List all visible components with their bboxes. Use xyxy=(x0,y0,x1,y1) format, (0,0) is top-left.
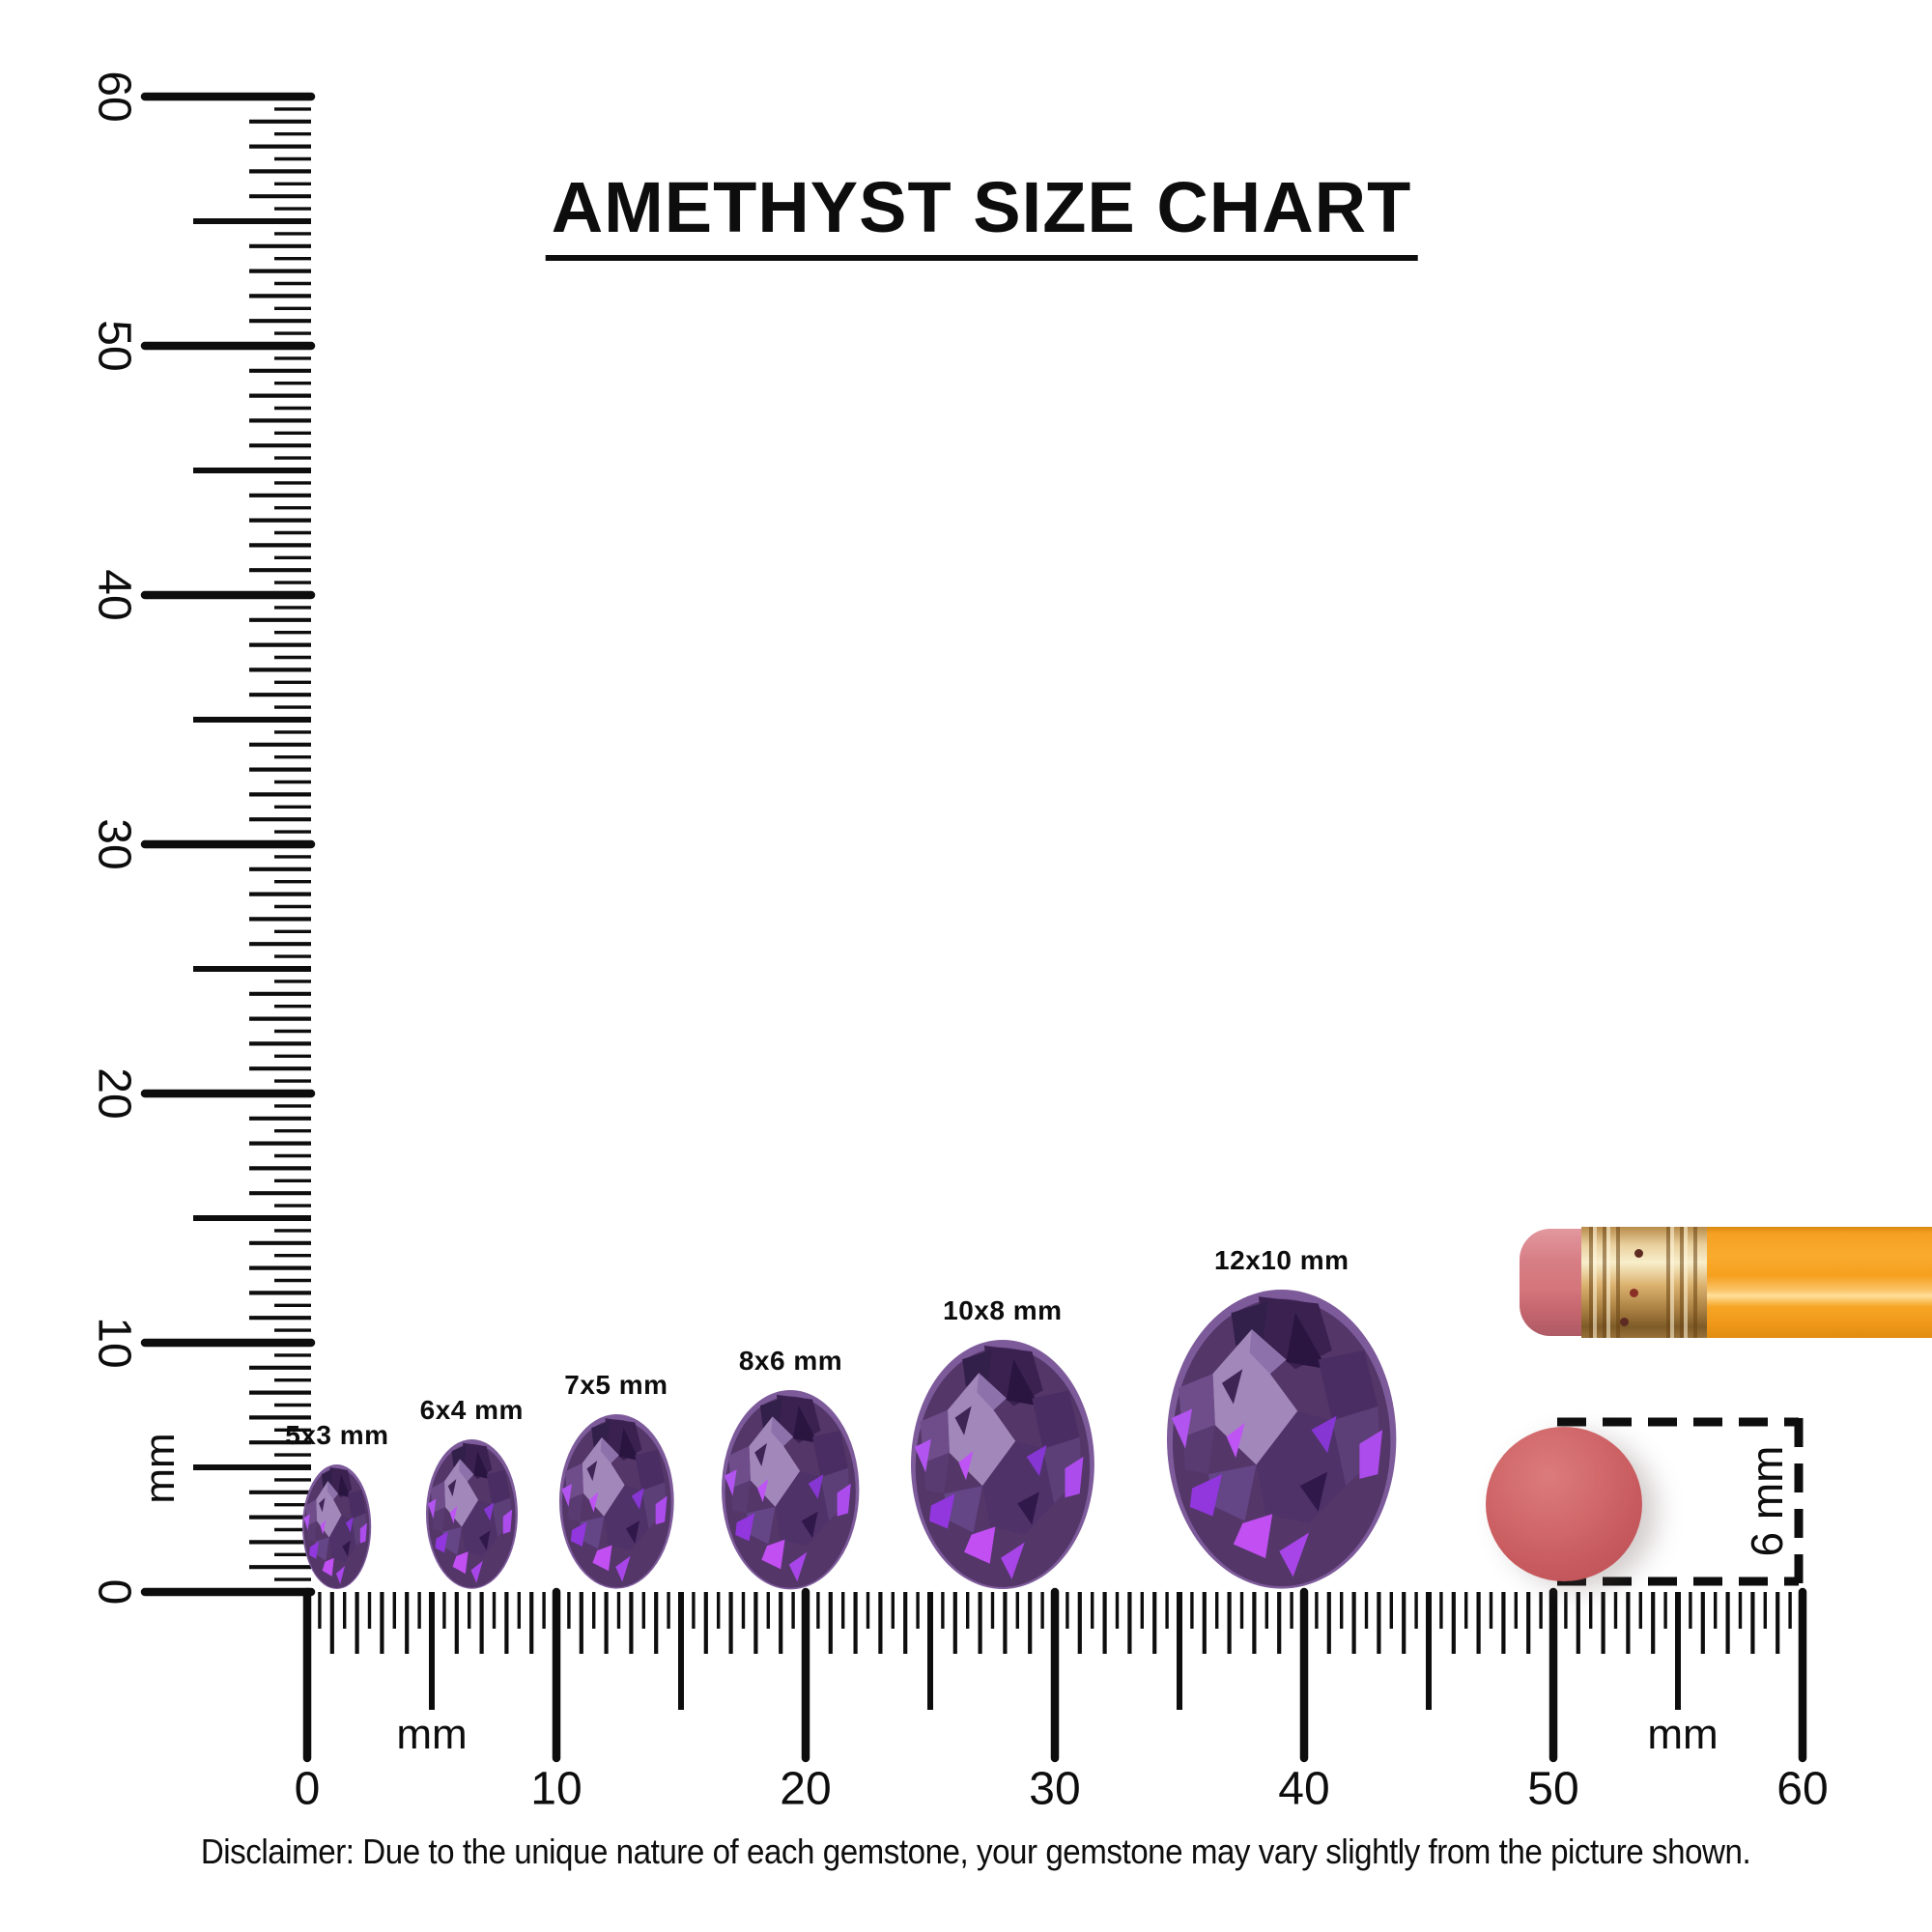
gem-12x10mm: 12x10 mm xyxy=(1167,1245,1397,1589)
gem-10x8mm: 10x8 mm xyxy=(910,1295,1094,1589)
pencil-body xyxy=(1707,1227,1932,1338)
amethyst-gem-icon xyxy=(722,1389,860,1589)
v-ruler-number-0: 0 xyxy=(88,1578,140,1605)
amethyst-gem-icon xyxy=(558,1414,674,1589)
h-ruler-number-40: 40 xyxy=(1278,1763,1330,1815)
horizontal-ruler-ticks xyxy=(302,1587,1807,1763)
amethyst-gem-icon xyxy=(425,1439,518,1589)
h-ruler-number-10: 10 xyxy=(530,1763,582,1815)
vertical-ruler-unit-label: mm xyxy=(136,1433,184,1504)
pencil-ferrule xyxy=(1581,1227,1709,1338)
gem-8x6mm: 8x6 mm xyxy=(722,1346,860,1589)
v-ruler-number-50: 50 xyxy=(88,320,140,372)
v-ruler-number-10: 10 xyxy=(88,1317,140,1369)
pencil-illustration xyxy=(1520,1227,1932,1338)
disc-size-label: 6 mm xyxy=(1742,1445,1792,1557)
gem-size-label: 10x8 mm xyxy=(943,1295,1063,1325)
h-ruler-number-60: 60 xyxy=(1776,1763,1829,1815)
ferrule-crimp-left xyxy=(1589,1227,1620,1338)
ferrule-dot xyxy=(1634,1249,1644,1258)
horizontal-ruler-unit-label-right: mm xyxy=(1647,1711,1719,1758)
v-ruler-number-20: 20 xyxy=(88,1067,140,1120)
gem-5x3mm: 5x3 mm xyxy=(285,1420,388,1589)
horizontal-ruler-unit-label-left: mm xyxy=(396,1711,468,1758)
disclaimer-text: Disclaimer: Due to the unique nature of … xyxy=(200,1832,1751,1871)
ferrule-dot xyxy=(1630,1289,1639,1298)
v-ruler-number-30: 30 xyxy=(88,818,140,870)
h-ruler-number-50: 50 xyxy=(1527,1763,1579,1815)
h-ruler-number-20: 20 xyxy=(780,1763,832,1815)
gem-7x5mm: 7x5 mm xyxy=(558,1370,674,1589)
ferrule-crimp-right xyxy=(1666,1227,1697,1338)
eraser-disc xyxy=(1486,1427,1642,1581)
gem-size-label: 8x6 mm xyxy=(738,1345,843,1376)
v-ruler-number-60: 60 xyxy=(88,71,140,123)
vertical-ruler-ticks xyxy=(140,92,316,1597)
gem-size-label: 6x4 mm xyxy=(419,1395,524,1426)
page-title: AMETHYST SIZE CHART xyxy=(545,172,1418,261)
amethyst-gem-icon xyxy=(1167,1290,1397,1589)
gem-size-label: 5x3 mm xyxy=(285,1420,389,1450)
gem-6x4mm: 6x4 mm xyxy=(420,1395,523,1589)
amethyst-gem-icon xyxy=(302,1464,372,1589)
ferrule-dot xyxy=(1619,1318,1629,1327)
h-ruler-number-0: 0 xyxy=(294,1763,321,1815)
gem-size-label: 7x5 mm xyxy=(564,1370,668,1401)
dashed-measure-box xyxy=(1557,1417,1804,1586)
v-ruler-number-40: 40 xyxy=(88,569,140,621)
gem-size-label: 12x10 mm xyxy=(1214,1245,1350,1276)
h-ruler-number-30: 30 xyxy=(1029,1763,1081,1815)
amethyst-gem-icon xyxy=(910,1340,1094,1589)
pencil-eraser-tip xyxy=(1520,1229,1587,1336)
